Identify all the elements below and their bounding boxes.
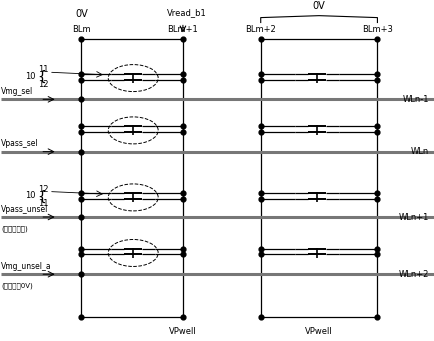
Text: 10: 10 bbox=[26, 191, 36, 200]
Text: WLn+1: WLn+1 bbox=[398, 212, 428, 222]
Point bbox=[179, 314, 186, 320]
Text: {: { bbox=[37, 70, 46, 84]
Point bbox=[373, 191, 380, 196]
Point bbox=[373, 36, 380, 42]
Point bbox=[78, 71, 85, 77]
Point bbox=[256, 252, 263, 257]
Text: Vmg_sel: Vmg_sel bbox=[1, 87, 33, 96]
Point bbox=[78, 271, 85, 277]
Point bbox=[256, 129, 263, 135]
Text: BLm+2: BLm+2 bbox=[245, 25, 276, 34]
Point bbox=[179, 196, 186, 202]
Point bbox=[256, 196, 263, 202]
Point bbox=[256, 191, 263, 196]
Text: 11: 11 bbox=[38, 199, 49, 208]
Text: 12: 12 bbox=[38, 80, 49, 89]
Point bbox=[78, 77, 85, 82]
Point bbox=[256, 314, 263, 320]
Point bbox=[373, 129, 380, 135]
Text: Vpass_unsel: Vpass_unsel bbox=[1, 205, 49, 214]
Point bbox=[373, 71, 380, 77]
Point bbox=[373, 246, 380, 252]
Text: BLm+3: BLm+3 bbox=[361, 25, 392, 34]
Text: WLn+2: WLn+2 bbox=[398, 270, 428, 279]
Point bbox=[179, 124, 186, 129]
Point bbox=[179, 252, 186, 257]
Point bbox=[256, 246, 263, 252]
Point bbox=[78, 97, 85, 102]
Point bbox=[179, 246, 186, 252]
Point bbox=[78, 252, 85, 257]
Point bbox=[373, 77, 380, 82]
Point bbox=[373, 252, 380, 257]
Point bbox=[78, 124, 85, 129]
Text: 12: 12 bbox=[38, 185, 49, 194]
Point bbox=[78, 196, 85, 202]
Text: 10: 10 bbox=[26, 72, 36, 81]
Point bbox=[373, 314, 380, 320]
Point bbox=[256, 71, 263, 77]
Text: VPwell: VPwell bbox=[169, 327, 196, 336]
Point bbox=[78, 214, 85, 220]
Text: 11: 11 bbox=[38, 65, 49, 74]
Text: (关断负电压): (关断负电压) bbox=[1, 225, 28, 232]
Point bbox=[179, 129, 186, 135]
Point bbox=[78, 246, 85, 252]
Text: Vpass_sel: Vpass_sel bbox=[1, 139, 39, 148]
Point bbox=[179, 71, 186, 77]
Text: BLm+1: BLm+1 bbox=[167, 25, 198, 34]
Point bbox=[373, 124, 380, 129]
Text: 0V: 0V bbox=[75, 9, 88, 19]
Text: 0V: 0V bbox=[312, 1, 325, 11]
Point bbox=[256, 77, 263, 82]
Point bbox=[78, 191, 85, 196]
Point bbox=[78, 149, 85, 154]
Point bbox=[78, 36, 85, 42]
Point bbox=[78, 314, 85, 320]
Text: WLn-1: WLn-1 bbox=[402, 95, 428, 104]
Text: {: { bbox=[37, 189, 46, 204]
Text: WLn: WLn bbox=[410, 147, 428, 156]
Point bbox=[78, 129, 85, 135]
Point bbox=[179, 191, 186, 196]
Point bbox=[373, 196, 380, 202]
Text: VPwell: VPwell bbox=[305, 327, 332, 336]
Text: BLm: BLm bbox=[72, 25, 90, 34]
Text: Vmg_unsel_a: Vmg_unsel_a bbox=[1, 262, 52, 271]
Text: (负电压或0V): (负电压或0V) bbox=[1, 282, 33, 289]
Point bbox=[179, 77, 186, 82]
Point bbox=[256, 124, 263, 129]
Text: Vread_b1: Vread_b1 bbox=[167, 9, 207, 18]
Point bbox=[256, 36, 263, 42]
Point bbox=[179, 36, 186, 42]
